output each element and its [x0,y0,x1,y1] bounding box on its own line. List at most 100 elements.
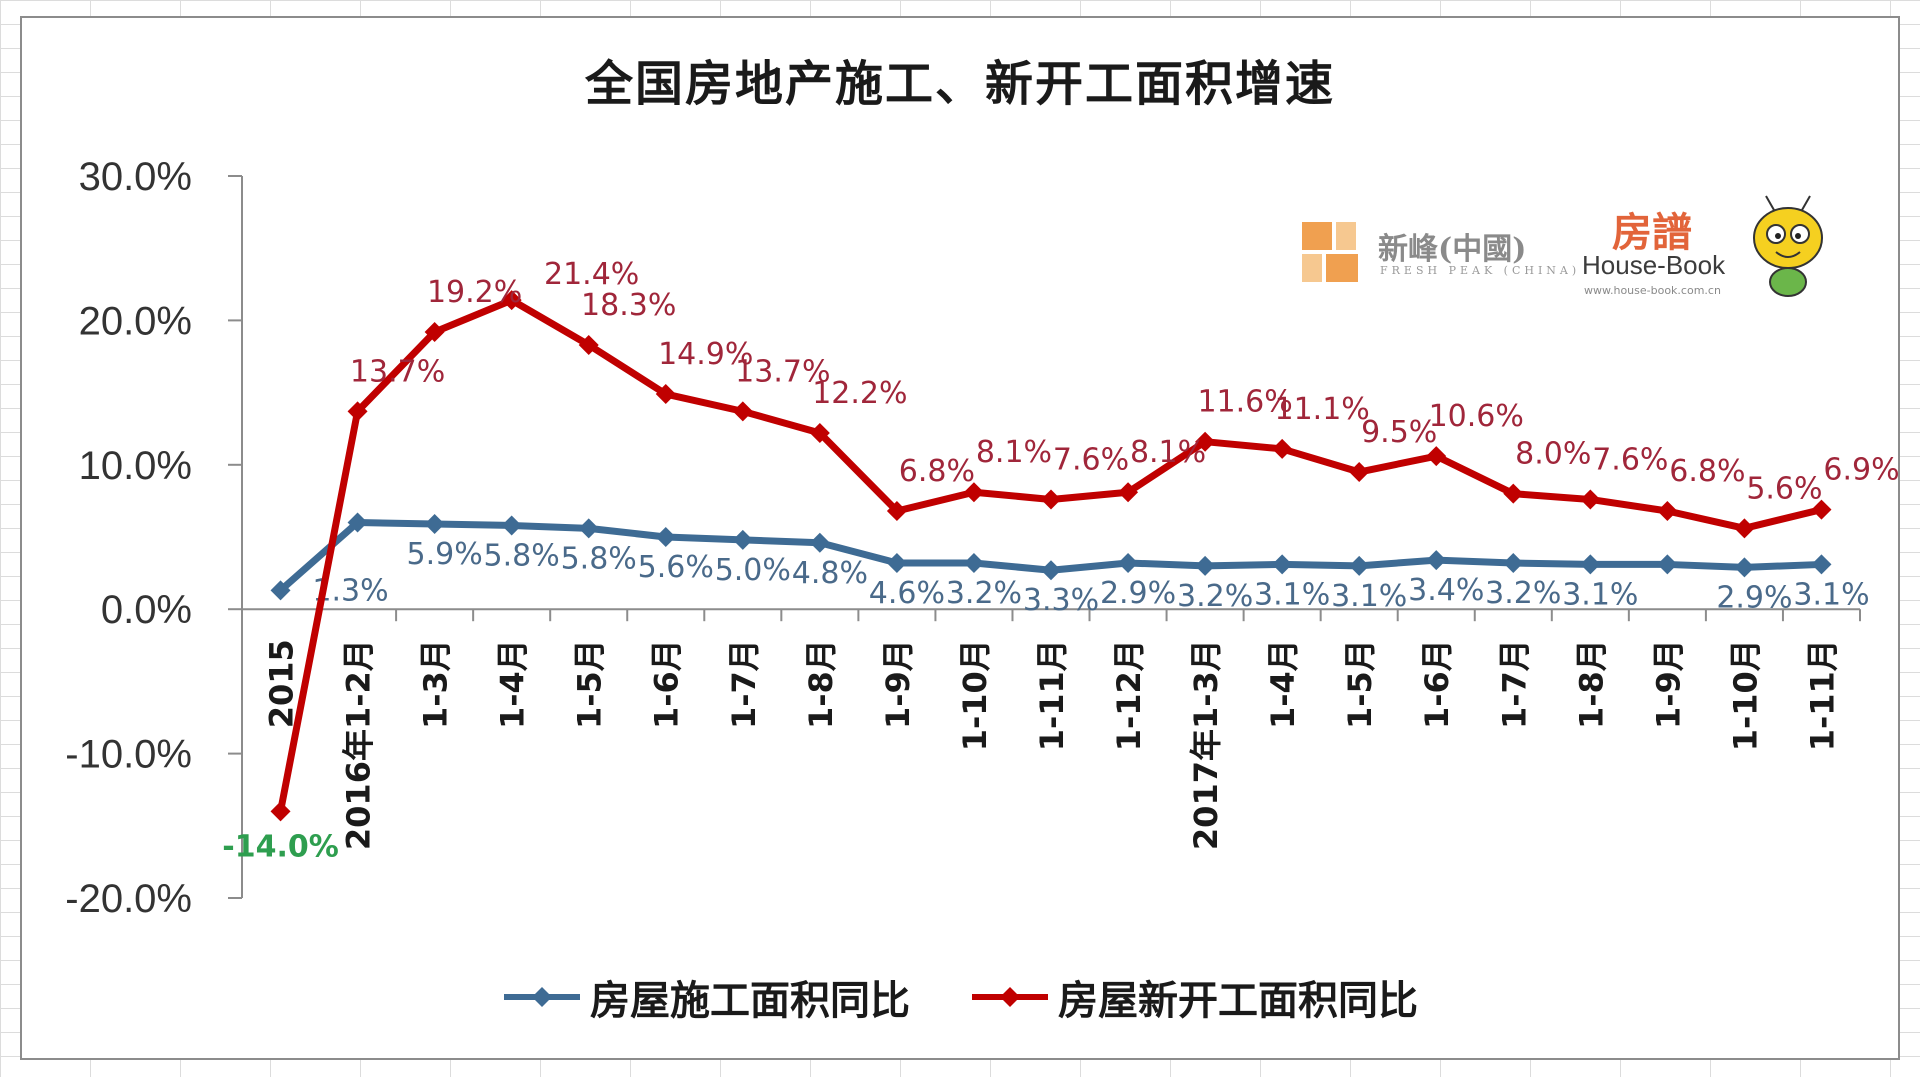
data-point-new-starts [886,501,907,522]
data-label-new-starts: -14.0% [222,829,339,864]
data-label-construction: 3.2% [1485,576,1561,611]
data-point-new-starts [1811,499,1832,520]
x-tick-label: 1-11月 [1803,639,1841,751]
bee-mascot-icon [1753,195,1823,297]
data-label-new-starts: 8.1% [1130,435,1206,470]
data-point-new-starts [1272,438,1293,459]
data-label-new-starts: 19.2% [427,275,522,310]
data-point-new-starts [655,384,676,405]
x-tick-label: 1-3月 [417,639,455,729]
data-label-construction: 2.9% [1100,576,1176,611]
x-tick-label: 1-8月 [1572,639,1610,729]
data-point-new-starts [732,401,753,422]
data-label-construction: 3.1% [1254,577,1330,612]
data-point-construction [1195,555,1216,576]
data-point-new-starts [501,290,522,311]
y-tick-label: 0.0% [101,588,192,632]
data-label-construction: 3.1% [1793,577,1869,612]
data-point-new-starts [963,482,984,503]
data-point-new-starts [1426,446,1447,467]
data-label-new-starts: 6.9% [1823,453,1899,488]
data-point-construction [732,529,753,550]
data-point-construction [963,552,984,573]
data-label-new-starts: 9.5% [1361,415,1437,450]
x-tick-label: 1-6月 [1418,639,1456,729]
data-point-new-starts [1041,489,1061,510]
x-tick-label: 1-7月 [725,639,763,729]
data-point-new-starts [1734,518,1755,539]
data-point-new-starts [1349,462,1370,483]
data-label-new-starts: 14.9% [658,337,753,372]
data-point-construction [655,527,676,547]
data-point-construction [1272,554,1293,575]
data-point-new-starts [1580,489,1601,510]
legend-label-construction: 房屋施工面积同比 [590,978,910,1024]
data-point-new-starts [1195,431,1216,452]
x-tick-label: 2017年1-3月 [1187,639,1225,850]
housebook-logo-cn: 房譜 [1612,210,1692,256]
data-label-new-starts: 11.1% [1274,392,1369,427]
x-tick-label: 1-7月 [1495,639,1533,729]
data-point-construction [809,532,830,553]
x-tick-label: 1-11月 [1033,639,1071,751]
x-tick-label: 1-4月 [1264,639,1302,729]
logo-block: 新峰(中國) FRESH PEAK (CHINA) 房譜 House-Book … [1300,186,1840,306]
chart-legend: 房屋施工面积同比 房屋新开工面积同比 [0,968,1920,1026]
x-tick-label: 1-10月 [956,639,994,751]
data-label-new-starts: 11.6% [1197,385,1292,420]
data-label-new-starts: 13.7% [735,354,830,389]
x-tick-label: 1-6月 [648,639,686,729]
data-point-new-starts [1118,482,1139,503]
x-tick-label: 1-5月 [1341,639,1379,729]
data-label-construction: 3.1% [1562,577,1638,612]
data-point-construction [1349,555,1370,576]
housebook-logo-url: www.house-book.com.cn [1584,284,1721,297]
legend-label-new-starts: 房屋新开工面积同比 [1058,978,1418,1024]
data-point-construction [1734,557,1755,578]
data-point-construction [1811,554,1832,575]
data-point-construction [886,552,907,573]
data-label-construction: 3.2% [1177,579,1253,614]
data-label-new-starts: 5.6% [1746,471,1822,506]
data-point-new-starts [1503,483,1524,504]
data-label-new-starts: 10.6% [1429,399,1524,434]
fresh-peak-logo-subtext: FRESH PEAK (CHINA) [1380,264,1581,277]
x-tick-label: 1-8月 [802,639,840,729]
data-label-new-starts: 7.6% [1592,442,1668,477]
data-point-construction [578,518,599,539]
y-tick-label: 10.0% [79,444,192,488]
data-point-new-starts [809,423,830,444]
x-tick-label: 1-4月 [494,639,532,729]
data-label-construction: 5.0% [715,553,791,588]
x-tick-label: 1-10月 [1726,639,1764,751]
data-label-construction: 3.1% [1331,579,1407,614]
legend-item-new-starts[interactable]: 房屋新开工面积同比 [970,968,1418,1026]
data-point-new-starts [424,321,445,342]
y-tick-label: -20.0% [65,877,192,921]
data-point-construction [1657,554,1678,575]
data-label-construction: 5.8% [561,541,637,576]
data-label-construction: 5.6% [638,550,714,585]
data-point-new-starts [578,334,599,355]
data-label-new-starts: 21.4% [544,257,639,292]
data-label-construction: 3.3% [1023,583,1099,618]
data-point-construction [1118,552,1139,573]
data-label-new-starts: 13.7% [350,354,445,389]
legend-item-construction[interactable]: 房屋施工面积同比 [502,968,910,1026]
data-point-construction [270,580,291,601]
legend-construction-marker-icon [504,987,580,1007]
y-tick-label: 20.0% [79,299,192,343]
data-label-new-starts: 6.8% [899,454,975,489]
data-label-construction: 4.8% [792,556,868,591]
housebook-logo-en: House-Book [1582,250,1726,280]
legend-new-starts-marker-icon [972,987,1048,1007]
data-label-construction: 2.9% [1716,580,1792,615]
data-label-new-starts: 8.0% [1515,437,1591,472]
data-point-construction [501,515,522,536]
x-tick-label: 1-9月 [879,639,917,729]
data-label-construction: 4.6% [869,576,945,611]
data-label-construction: 5.9% [407,537,483,572]
x-tick-label: 2015 [263,639,301,728]
fresh-peak-logo-icon [1302,222,1358,282]
